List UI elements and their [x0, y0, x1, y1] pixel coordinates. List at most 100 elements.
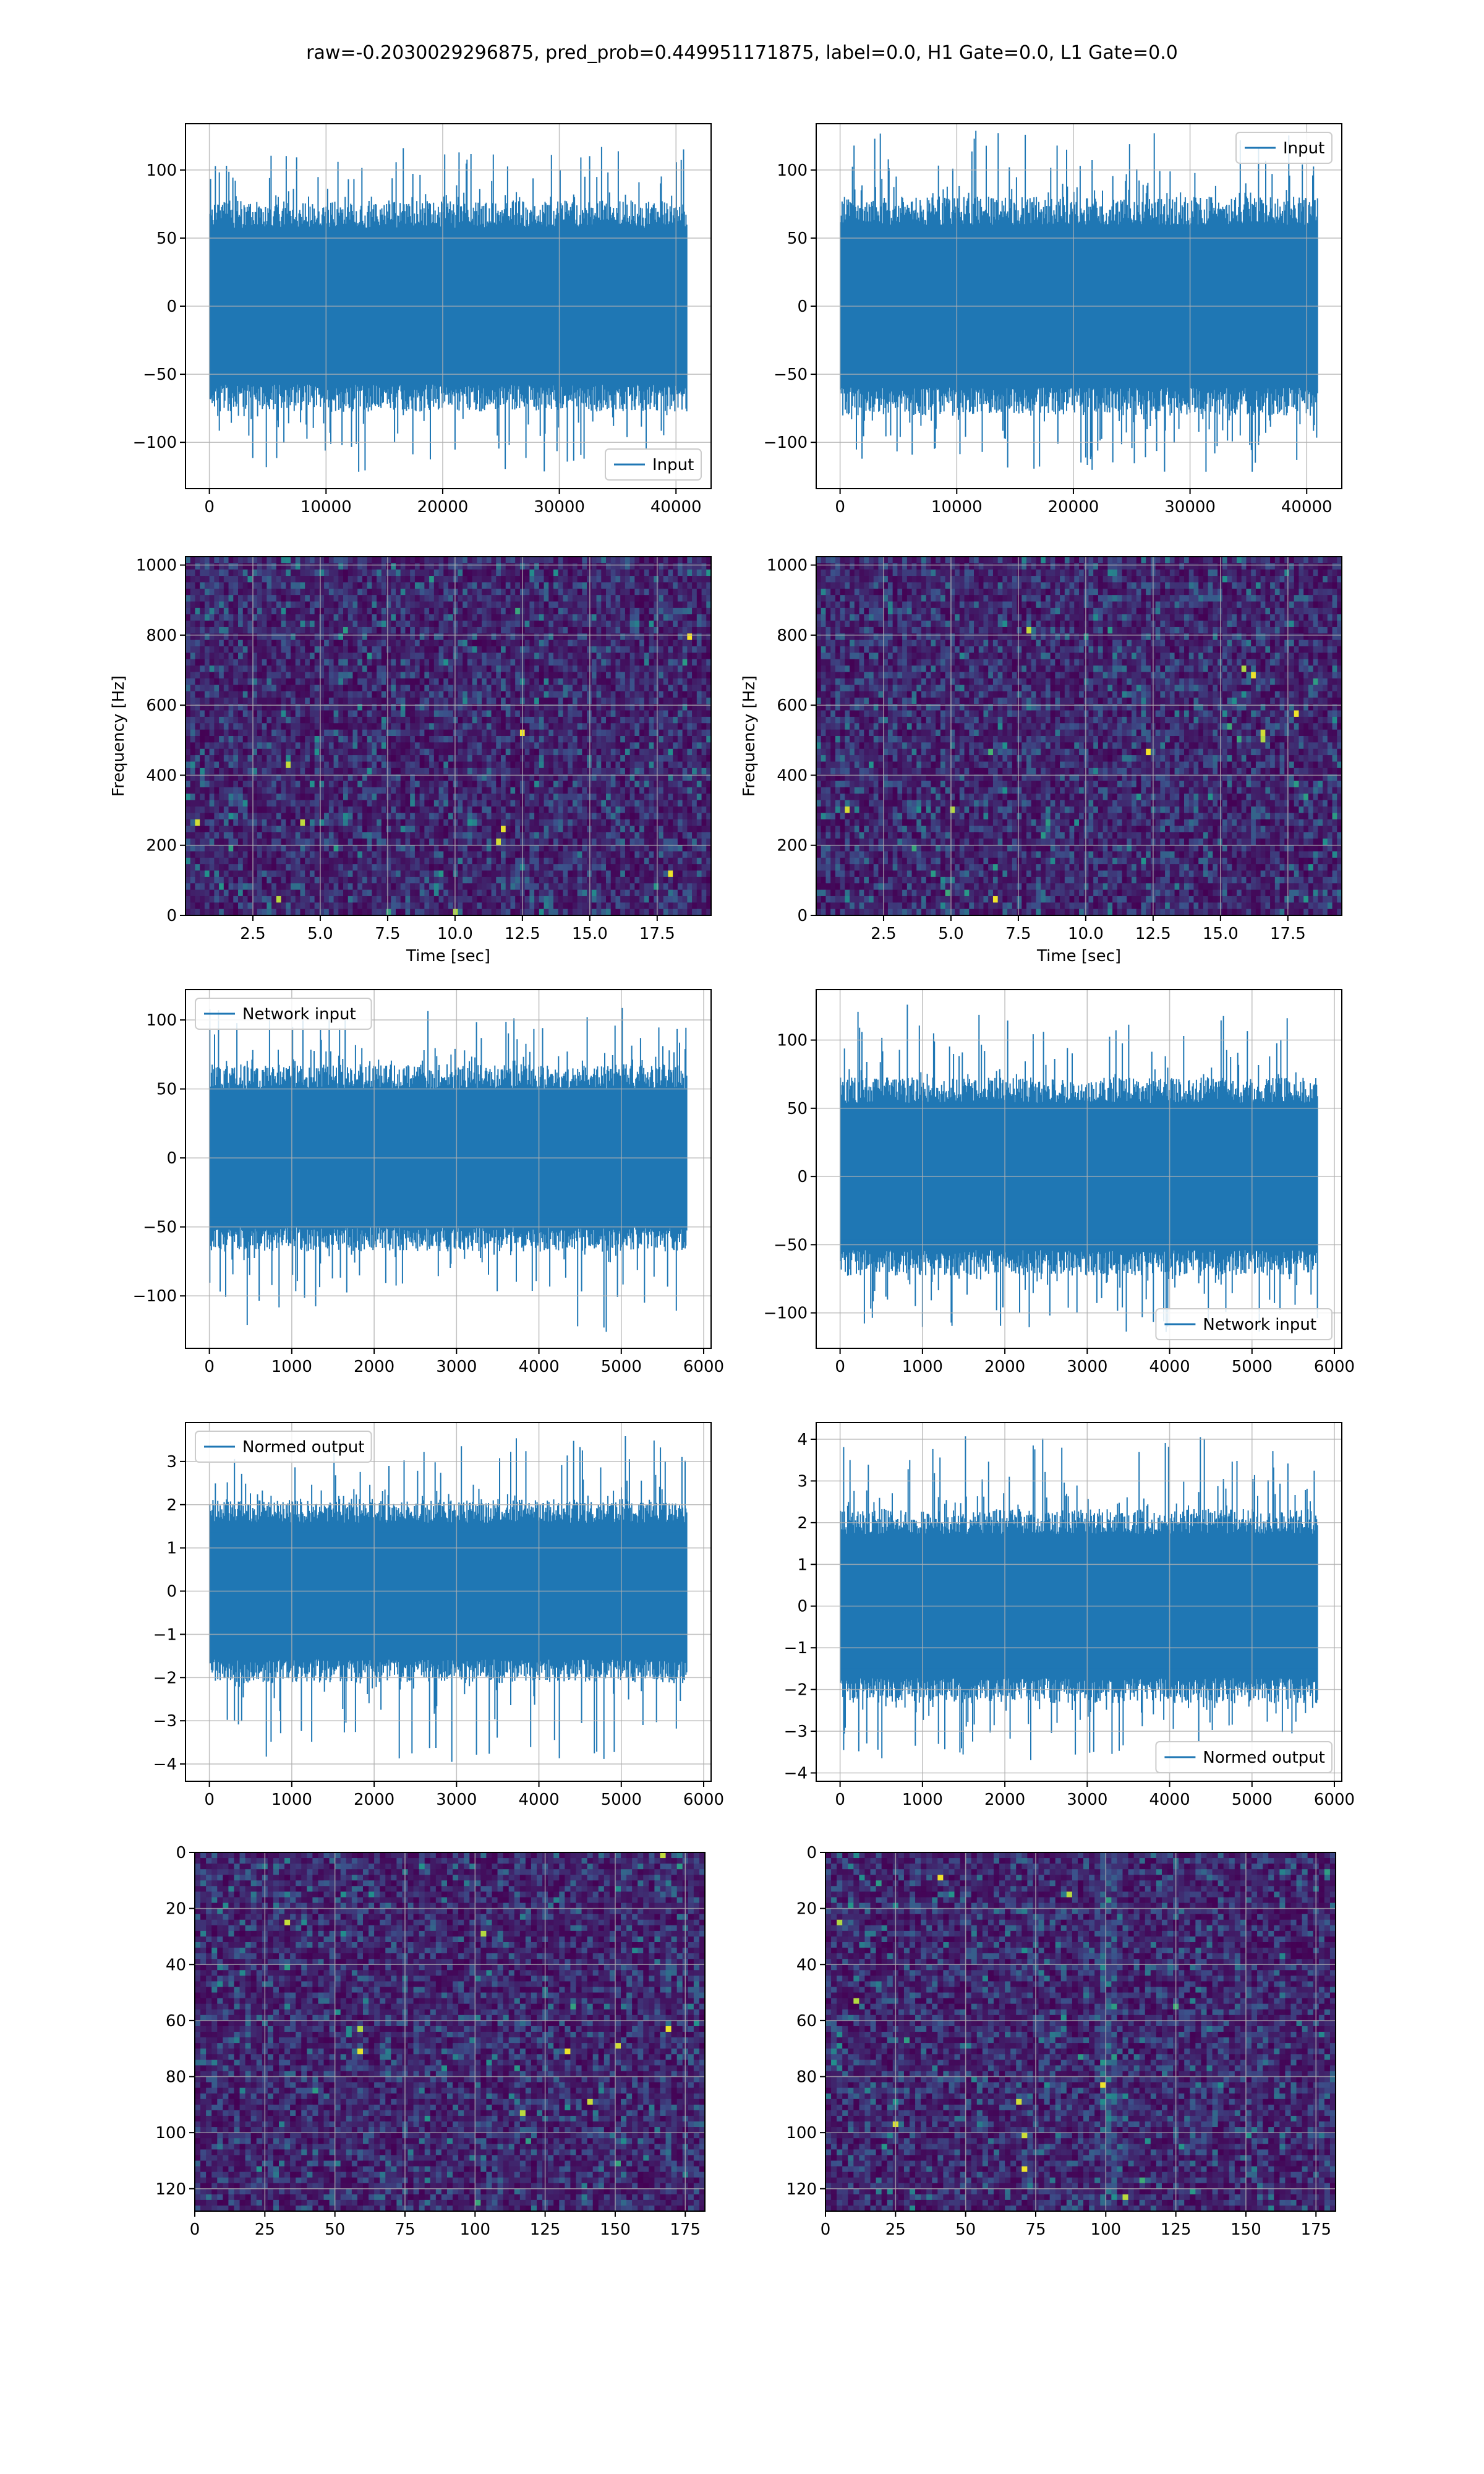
heatmap-cell [524, 774, 530, 782]
heatmap-cell [238, 806, 244, 813]
heatmap-cell [472, 614, 477, 622]
heatmap-cell [663, 640, 669, 647]
heatmap-cell [300, 678, 305, 685]
heatmap-cell [262, 607, 267, 615]
heatmap-cell [367, 710, 372, 717]
heatmap-cell [448, 557, 454, 563]
heatmap-cell [625, 607, 631, 615]
heatmap-cell [286, 781, 291, 788]
heatmap-cell [673, 768, 678, 775]
heatmap-cell [448, 633, 454, 641]
heatmap-cell [252, 666, 258, 673]
heatmap-cell [687, 633, 693, 641]
heatmap-cell [534, 607, 540, 615]
heatmap-cell [610, 800, 616, 807]
heatmap-cell [629, 627, 635, 634]
heatmap-cell [324, 646, 330, 653]
heatmap-cell [568, 838, 573, 845]
heatmap-cell [190, 569, 196, 576]
heatmap-cell [568, 595, 573, 602]
heatmap-cell [539, 826, 545, 833]
heatmap-cell [328, 691, 335, 698]
heatmap-cell [505, 563, 511, 570]
heatmap-cell [247, 768, 253, 775]
heatmap-cell [553, 601, 559, 609]
heatmap-cell [591, 781, 597, 788]
heatmap-cell [305, 806, 310, 813]
heatmap-cell [458, 569, 463, 576]
heatmap-cell [204, 620, 210, 628]
heatmap-cell [644, 653, 650, 660]
heatmap-cell [606, 736, 612, 743]
heatmap-cell [381, 819, 387, 826]
heatmap-cell [276, 582, 282, 589]
heatmap-cell [357, 704, 363, 711]
heatmap-cell [701, 601, 707, 609]
heatmap-cell [219, 723, 224, 730]
heatmap-cell [271, 576, 277, 583]
heatmap-cell [529, 826, 535, 833]
heatmap-cell [242, 794, 249, 801]
heatmap-cell [706, 697, 712, 704]
heatmap-cell [276, 729, 282, 737]
heatmap-cell [267, 588, 272, 596]
heatmap-cell [505, 697, 511, 704]
heatmap-cell [610, 813, 616, 820]
heatmap-cell [505, 601, 511, 609]
heatmap-cell [410, 569, 416, 576]
heatmap-cell [696, 761, 702, 769]
heatmap-cell [400, 582, 406, 589]
heatmap-cell [692, 697, 697, 704]
heatmap-cell [223, 627, 229, 634]
heatmap-cell [391, 569, 396, 576]
heatmap-cell [529, 768, 535, 775]
heatmap-cell [563, 742, 568, 750]
heatmap-cell [668, 646, 673, 653]
heatmap-cell [386, 736, 391, 743]
heatmap-cell [410, 633, 416, 641]
heatmap-cell [477, 620, 482, 628]
heatmap-cell [281, 800, 286, 807]
heatmap-cell [668, 826, 673, 833]
heatmap-cell [438, 838, 444, 845]
heatmap-cell [510, 755, 516, 763]
heatmap-cell [338, 627, 344, 634]
heatmap-cell [410, 691, 416, 698]
heatmap-cell [372, 563, 377, 570]
heatmap-cell [673, 557, 678, 563]
heatmap-cell [601, 582, 607, 589]
heatmap-cell [486, 569, 492, 576]
heatmap-cell [396, 838, 401, 845]
heatmap-cell [610, 582, 616, 589]
heatmap-cell [486, 723, 492, 730]
heatmap-cell [372, 557, 377, 563]
heatmap-cell [367, 582, 372, 589]
heatmap-cell [352, 614, 358, 622]
heatmap-cell [467, 787, 473, 794]
heatmap-cell [625, 640, 631, 647]
heatmap-cell [472, 806, 477, 813]
heatmap-cell [491, 697, 497, 704]
heatmap-cell [448, 569, 454, 576]
heatmap-cell [381, 614, 387, 622]
heatmap-cell [696, 787, 702, 794]
heatmap-cell [372, 768, 377, 775]
heatmap-cell [701, 768, 707, 775]
heatmap-cell [362, 806, 368, 813]
heatmap-cell [568, 633, 573, 641]
heatmap-cell [223, 800, 229, 807]
heatmap-cell [458, 768, 463, 775]
heatmap-cell [228, 838, 234, 845]
heatmap-cell [257, 704, 263, 711]
heatmap-cell [659, 678, 664, 685]
heatmap-cell [300, 787, 305, 794]
heatmap-cell [319, 563, 325, 570]
heatmap-cell [400, 620, 406, 628]
heatmap-cell [252, 582, 258, 589]
heatmap-cell [453, 761, 459, 769]
heatmap-cell [654, 748, 659, 756]
heatmap-cell [386, 633, 391, 641]
heatmap-cell [463, 640, 468, 647]
heatmap-cell [200, 557, 205, 563]
heatmap-cell [252, 723, 258, 730]
